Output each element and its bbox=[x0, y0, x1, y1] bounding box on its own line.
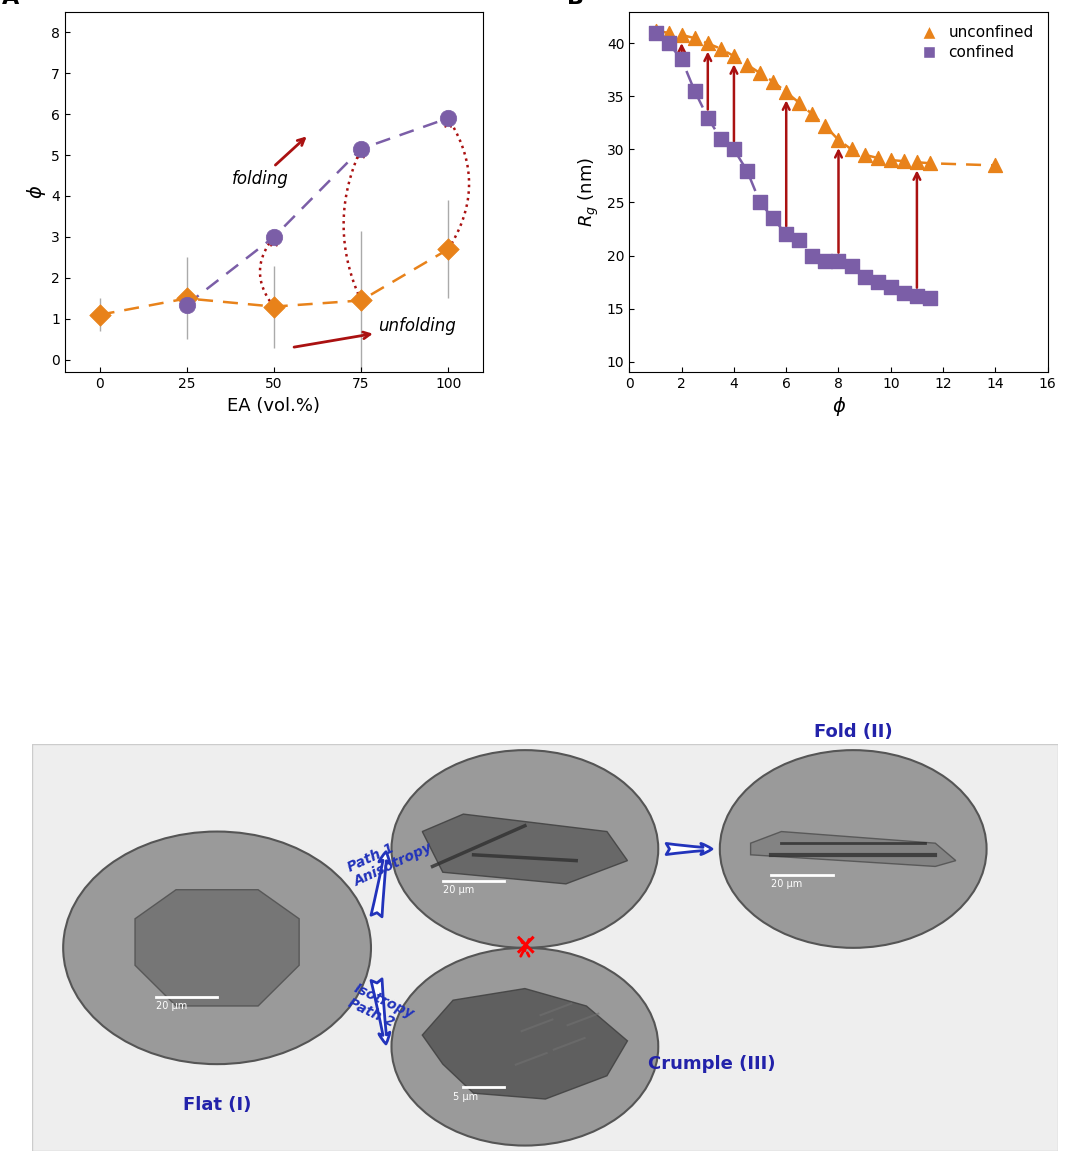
X-axis label: EA (vol.%): EA (vol.%) bbox=[228, 397, 321, 414]
Polygon shape bbox=[135, 890, 299, 1006]
Text: B: B bbox=[567, 0, 583, 8]
Point bbox=[686, 81, 703, 100]
Point bbox=[908, 152, 926, 171]
Text: Isotropy
Path 2: Isotropy Path 2 bbox=[346, 982, 417, 1036]
Point bbox=[908, 286, 926, 305]
Point bbox=[712, 40, 729, 58]
Point bbox=[647, 21, 664, 40]
Polygon shape bbox=[751, 832, 956, 866]
Point bbox=[352, 291, 369, 309]
Point bbox=[647, 23, 664, 42]
Text: A: A bbox=[2, 0, 19, 8]
Ellipse shape bbox=[391, 948, 659, 1146]
Y-axis label: ϕ: ϕ bbox=[27, 185, 45, 199]
Point bbox=[869, 149, 887, 167]
Point bbox=[673, 26, 690, 44]
Point bbox=[352, 140, 369, 158]
Point bbox=[440, 240, 457, 258]
Legend: unconfined, confined: unconfined, confined bbox=[907, 20, 1040, 66]
Point bbox=[829, 251, 847, 270]
Point bbox=[921, 154, 939, 172]
Point bbox=[791, 230, 808, 249]
Text: 20 μm: 20 μm bbox=[443, 885, 474, 894]
Point bbox=[842, 257, 860, 276]
Point bbox=[91, 306, 108, 324]
Text: 20 μm: 20 μm bbox=[771, 879, 802, 889]
Point bbox=[921, 288, 939, 307]
Point bbox=[726, 47, 743, 65]
Point bbox=[178, 290, 195, 308]
Point bbox=[869, 273, 887, 292]
Point bbox=[882, 278, 900, 297]
Point bbox=[752, 64, 769, 83]
Text: ✕: ✕ bbox=[512, 934, 538, 962]
Point bbox=[987, 156, 1004, 174]
Point bbox=[895, 152, 913, 171]
Text: Crumple (III): Crumple (III) bbox=[648, 1055, 775, 1073]
Point bbox=[842, 141, 860, 159]
Point bbox=[440, 109, 457, 128]
Text: Fold (II): Fold (II) bbox=[814, 723, 892, 742]
Point bbox=[178, 295, 195, 314]
Y-axis label: $R_g$ (nm): $R_g$ (nm) bbox=[577, 157, 602, 227]
Point bbox=[829, 130, 847, 149]
Point bbox=[712, 129, 729, 148]
Point bbox=[739, 162, 756, 180]
Polygon shape bbox=[422, 814, 627, 884]
Point bbox=[856, 267, 874, 286]
Point bbox=[266, 298, 283, 316]
Point bbox=[804, 105, 821, 123]
Ellipse shape bbox=[64, 832, 372, 1064]
Point bbox=[739, 56, 756, 74]
Ellipse shape bbox=[720, 750, 987, 948]
Point bbox=[765, 209, 782, 228]
Point bbox=[726, 141, 743, 159]
Polygon shape bbox=[422, 989, 627, 1099]
Point bbox=[778, 83, 795, 101]
Text: folding: folding bbox=[232, 138, 305, 187]
X-axis label: ϕ: ϕ bbox=[832, 397, 845, 415]
Point bbox=[882, 151, 900, 170]
Point bbox=[686, 29, 703, 48]
Point bbox=[856, 145, 874, 164]
Ellipse shape bbox=[391, 750, 659, 948]
Point bbox=[791, 93, 808, 112]
Point bbox=[804, 247, 821, 265]
Text: unfolding: unfolding bbox=[294, 317, 456, 347]
Point bbox=[895, 284, 913, 302]
Point bbox=[266, 228, 283, 247]
Point bbox=[778, 224, 795, 243]
FancyBboxPatch shape bbox=[32, 744, 1058, 1151]
Point bbox=[699, 108, 716, 127]
Point bbox=[816, 116, 834, 135]
Text: 5 μm: 5 μm bbox=[454, 1092, 478, 1103]
Point bbox=[699, 34, 716, 52]
Point bbox=[673, 50, 690, 69]
Point bbox=[816, 251, 834, 270]
Text: Path 1
Anisotropy: Path 1 Anisotropy bbox=[346, 826, 435, 890]
Point bbox=[660, 23, 677, 42]
Point bbox=[765, 72, 782, 91]
Text: 20 μm: 20 μm bbox=[156, 1001, 187, 1011]
Text: Flat (I): Flat (I) bbox=[183, 1096, 252, 1114]
Point bbox=[752, 193, 769, 212]
Point bbox=[660, 34, 677, 52]
